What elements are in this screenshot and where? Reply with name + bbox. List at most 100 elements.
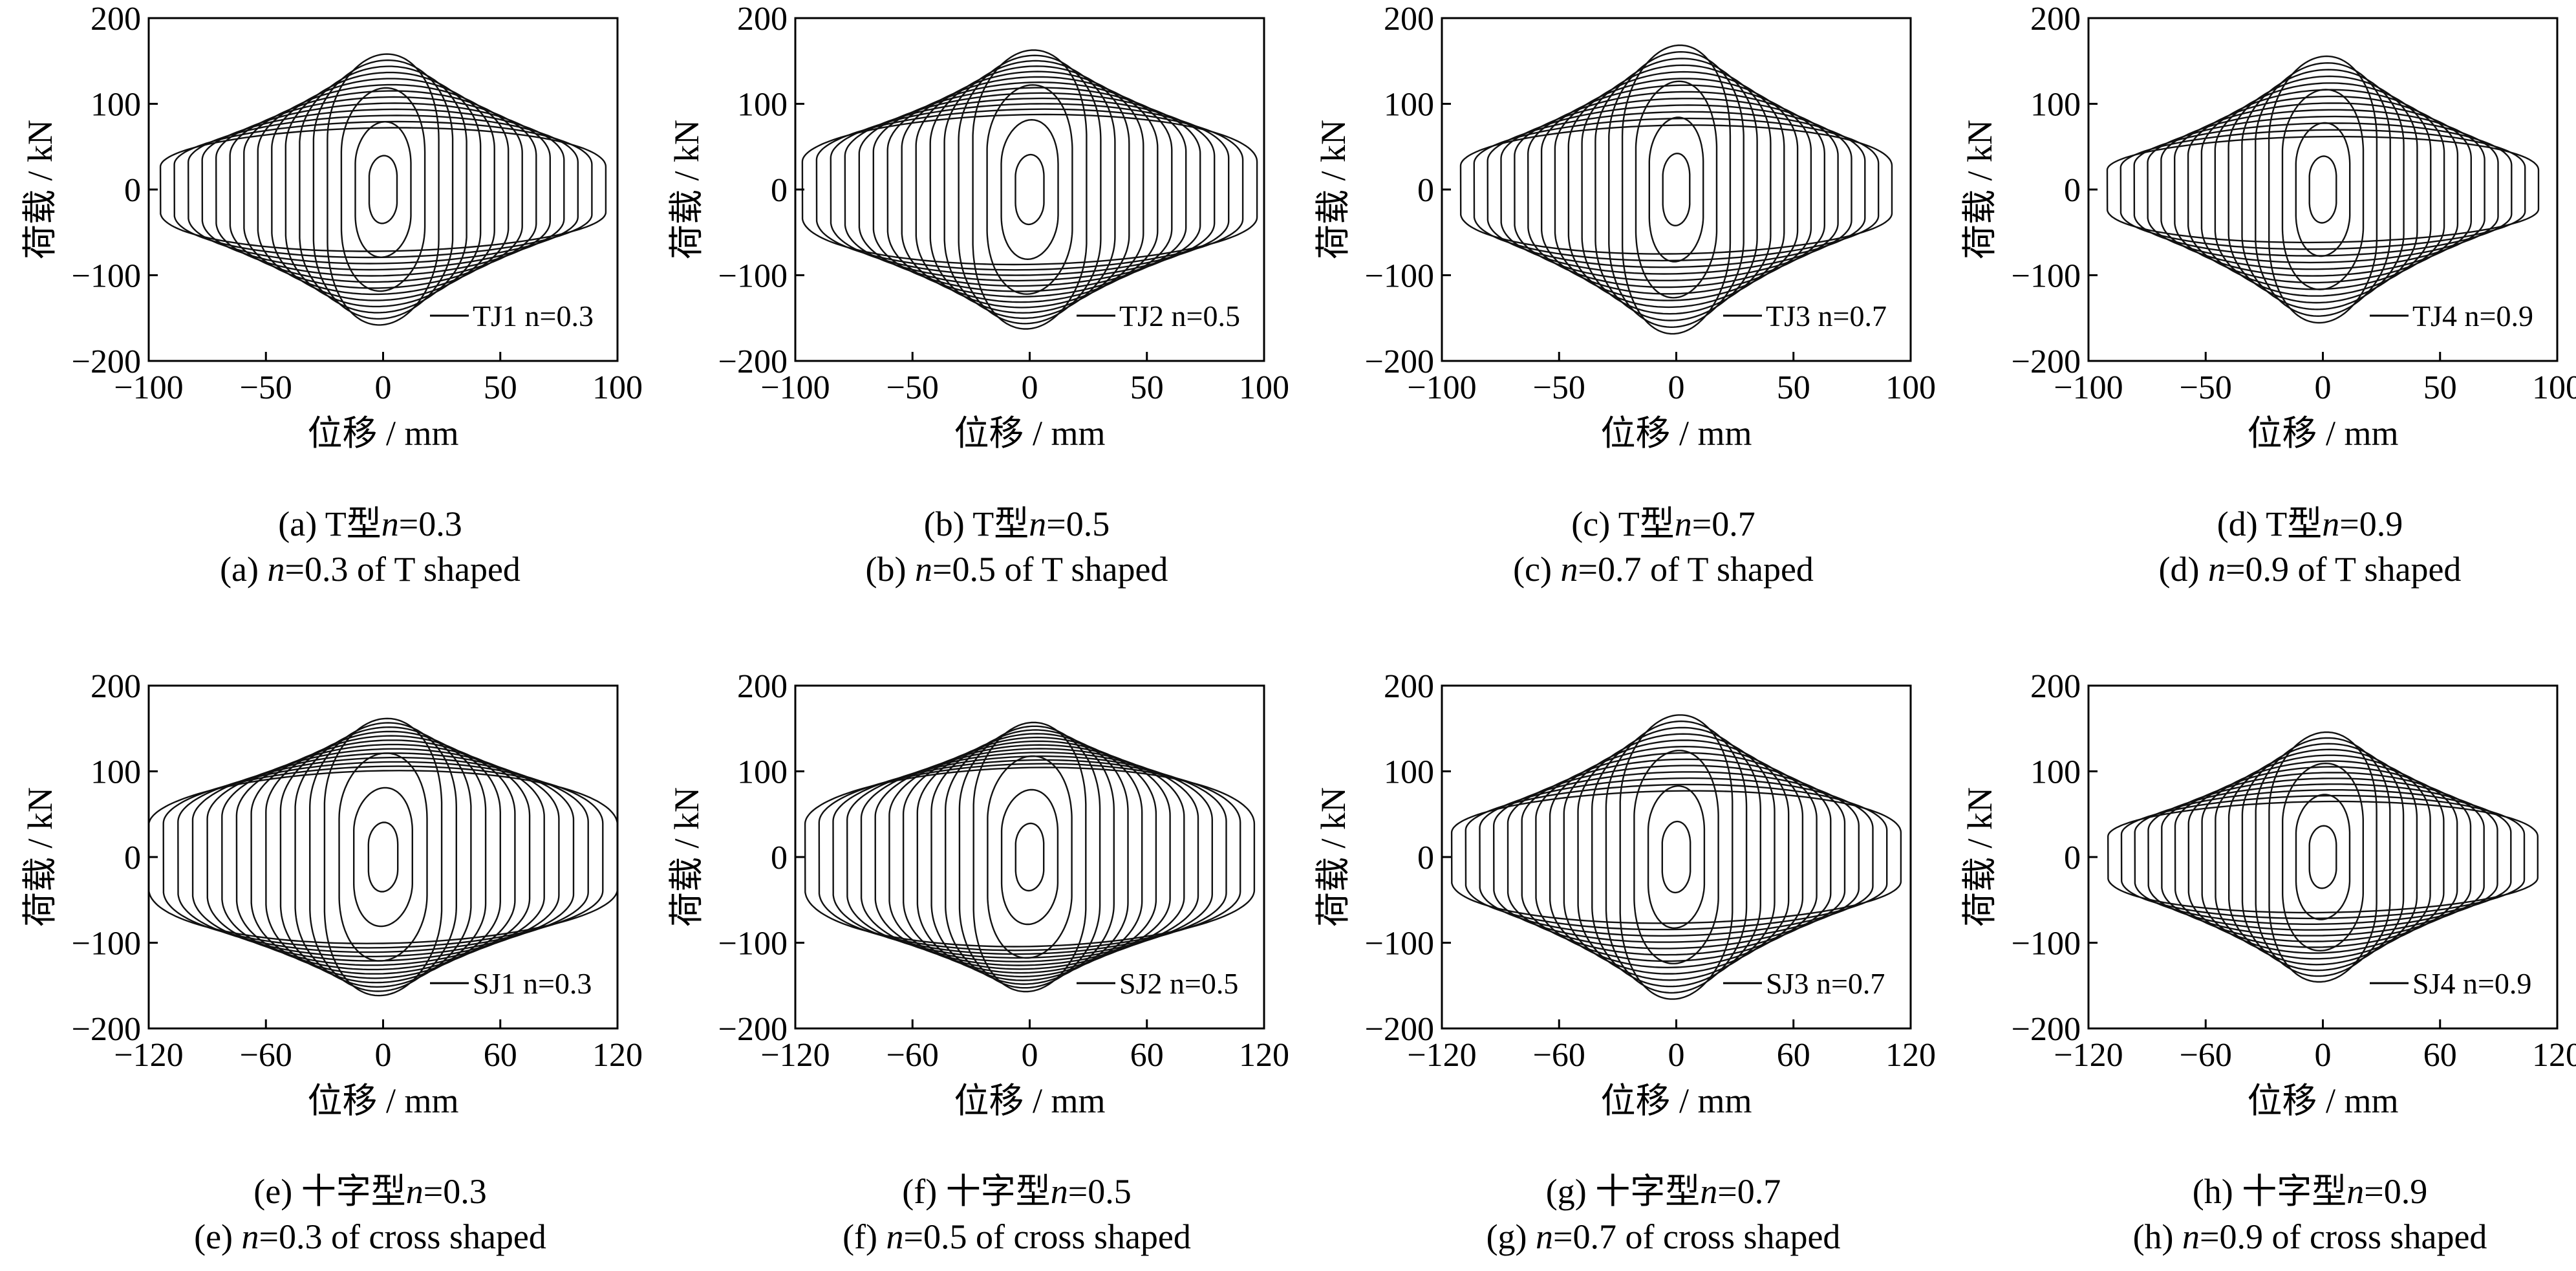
y-tick-label: 100 (91, 754, 141, 791)
y-tick-label: 200 (91, 668, 141, 705)
x-tick-label: −100 (114, 369, 183, 406)
hysteresis-loops (147, 717, 619, 997)
hysteresis-loop (830, 103, 1230, 276)
x-tick-label: 120 (2532, 1037, 2576, 1074)
hysteresis-loop (1000, 788, 1059, 926)
hysteresis-loop (284, 71, 482, 308)
hysteresis-loop (2160, 109, 2485, 270)
y-tick-label: −200 (1365, 1011, 1434, 1048)
x-tick-label: 0 (1022, 1037, 1038, 1074)
hysteresis-loop (215, 102, 551, 277)
x-tick-label: 50 (1130, 369, 1164, 406)
y-tick-label: 0 (1417, 172, 1434, 209)
hysteresis-loop (2120, 794, 2526, 920)
hysteresis-loop (279, 730, 487, 984)
x-axis-label: 位移 / mm (954, 414, 1105, 453)
x-tick-label: −60 (2180, 1037, 2232, 1074)
hysteresis-loop (367, 821, 399, 893)
hysteresis-loops (1459, 44, 1893, 335)
y-tick-label: −200 (1365, 343, 1434, 380)
y-axis-label: 荷载 / kN (21, 787, 59, 927)
x-tick-label: 120 (592, 1037, 643, 1074)
hysteresis-loop (858, 92, 1201, 287)
hysteresis-loop (2255, 737, 2391, 977)
x-tick-label: −120 (2054, 1037, 2123, 1074)
hysteresis-loop (1014, 153, 1045, 226)
hysteresis-loop (1487, 111, 1866, 268)
hysteresis-loop (818, 763, 1241, 951)
x-tick-label: −50 (1533, 369, 1585, 406)
hysteresis-loop (815, 108, 1244, 271)
hysteresis-loop (1605, 720, 1748, 994)
hysteresis-loop (832, 759, 1227, 955)
hysteresis-loop (2134, 789, 2512, 925)
caption-zh: (b) T型n=0.5 (924, 505, 1110, 543)
hysteresis-loop (2147, 115, 2499, 264)
y-axis-label: 荷载 / kN (667, 120, 706, 259)
hysteresis-loop (943, 60, 1116, 320)
x-axis-label: 位移 / mm (307, 414, 458, 453)
y-tick-label: −100 (718, 258, 788, 295)
hysteresis-loop (860, 752, 1199, 962)
caption-en: (e) n=0.3 of cross shaped (194, 1217, 546, 1256)
hysteresis-loops (801, 49, 1258, 330)
x-tick-label: 0 (2315, 369, 2332, 406)
hysteresis-loop (1563, 739, 1790, 975)
hysteresis-loop (930, 733, 1129, 981)
hysteresis-loop (2187, 95, 2459, 284)
hysteresis-loop (1450, 790, 1902, 924)
hysteresis-loop (929, 65, 1130, 314)
y-tick-label: 0 (2064, 172, 2081, 209)
y-tick-label: 100 (2030, 754, 2081, 791)
hysteresis-loop (1459, 124, 1893, 255)
y-tick-label: 200 (2030, 1, 2081, 38)
hysteresis-loop (1647, 785, 1706, 929)
legend-label: SJ1 n=0.3 (473, 967, 592, 1000)
caption-zh: (h) 十字型n=0.9 (2193, 1172, 2427, 1211)
hysteresis-loop (1554, 78, 1799, 301)
x-tick-label: −120 (1407, 1037, 1476, 1074)
y-tick-label: 200 (737, 668, 788, 705)
y-tick-label: 100 (1384, 754, 1434, 791)
y-tick-label: −100 (2012, 926, 2081, 962)
hysteresis-loop (299, 65, 467, 314)
x-tick-label: −100 (760, 369, 830, 406)
hysteresis-loop (2133, 122, 2513, 257)
hysteresis-loop (987, 755, 1073, 959)
legend-label: TJ2 n=0.5 (1119, 299, 1240, 332)
hysteresis-loop (958, 54, 1102, 325)
y-axis-label: 荷载 / kN (1314, 787, 1353, 927)
y-tick-label: 100 (737, 754, 788, 791)
hysteresis-loop (250, 739, 516, 975)
hysteresis-loop (2174, 772, 2472, 942)
hysteresis-loop (2200, 89, 2445, 290)
hysteresis-loop (1473, 117, 1880, 262)
x-tick-label: 100 (1885, 369, 1936, 406)
hysteresis-loop (340, 87, 426, 292)
hysteresis-loop (1662, 152, 1691, 227)
hysteresis-loop (2281, 89, 2365, 290)
y-tick-label: 0 (124, 172, 141, 209)
x-tick-label: 60 (1130, 1037, 1164, 1074)
hysteresis-loop (1465, 783, 1888, 931)
hysteresis-loop (2295, 794, 2351, 920)
y-tick-label: −100 (72, 258, 141, 295)
hysteresis-loop (2214, 82, 2432, 297)
caption-en: (f) n=0.5 of cross shaped (843, 1217, 1191, 1256)
y-tick-label: −100 (72, 926, 141, 962)
y-tick-label: −100 (2012, 258, 2081, 295)
y-axis-label: 荷载 / kN (1314, 120, 1353, 259)
hysteresis-loop (1000, 118, 1059, 261)
x-tick-label: 60 (2423, 1037, 2457, 1074)
y-tick-label: −200 (72, 343, 141, 380)
hysteresis-loop (206, 752, 560, 962)
hysteresis-loops (159, 53, 607, 326)
hysteresis-loop (801, 113, 1258, 266)
caption-en: (c) n=0.7 of T shaped (1513, 550, 1814, 589)
hysteresis-loop (2173, 102, 2472, 277)
hysteresis-loops (2106, 55, 2540, 324)
y-tick-label: 0 (124, 840, 141, 876)
legend-label: SJ2 n=0.5 (1119, 967, 1238, 1000)
hysteresis-loop (2107, 800, 2538, 914)
